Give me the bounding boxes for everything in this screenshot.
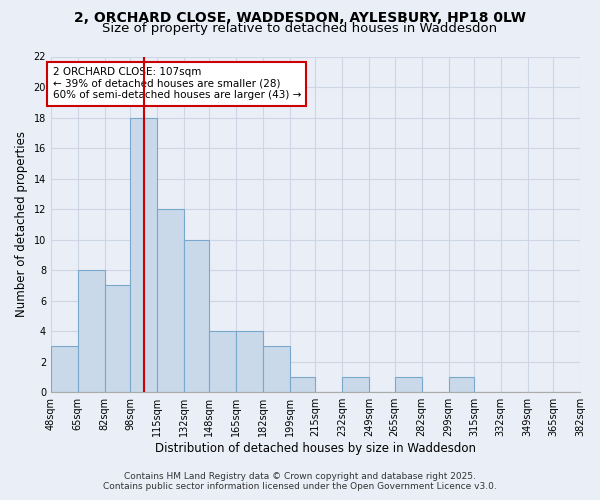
Bar: [343, 377, 370, 392]
Bar: [105, 286, 130, 392]
Bar: [290, 377, 316, 392]
Bar: [130, 118, 157, 392]
Text: 2 ORCHARD CLOSE: 107sqm
← 39% of detached houses are smaller (28)
60% of semi-de: 2 ORCHARD CLOSE: 107sqm ← 39% of detache…: [53, 67, 301, 100]
Text: Contains HM Land Registry data © Crown copyright and database right 2025.
Contai: Contains HM Land Registry data © Crown c…: [103, 472, 497, 491]
Bar: [51, 346, 78, 392]
Bar: [395, 377, 422, 392]
Y-axis label: Number of detached properties: Number of detached properties: [15, 132, 28, 318]
Bar: [78, 270, 105, 392]
Bar: [184, 240, 209, 392]
Bar: [263, 346, 290, 392]
Text: 2, ORCHARD CLOSE, WADDESDON, AYLESBURY, HP18 0LW: 2, ORCHARD CLOSE, WADDESDON, AYLESBURY, …: [74, 11, 526, 25]
Bar: [157, 209, 184, 392]
X-axis label: Distribution of detached houses by size in Waddesdon: Distribution of detached houses by size …: [155, 442, 476, 455]
Bar: [209, 331, 236, 392]
Text: Size of property relative to detached houses in Waddesdon: Size of property relative to detached ho…: [103, 22, 497, 35]
Bar: [449, 377, 474, 392]
Bar: [236, 331, 263, 392]
